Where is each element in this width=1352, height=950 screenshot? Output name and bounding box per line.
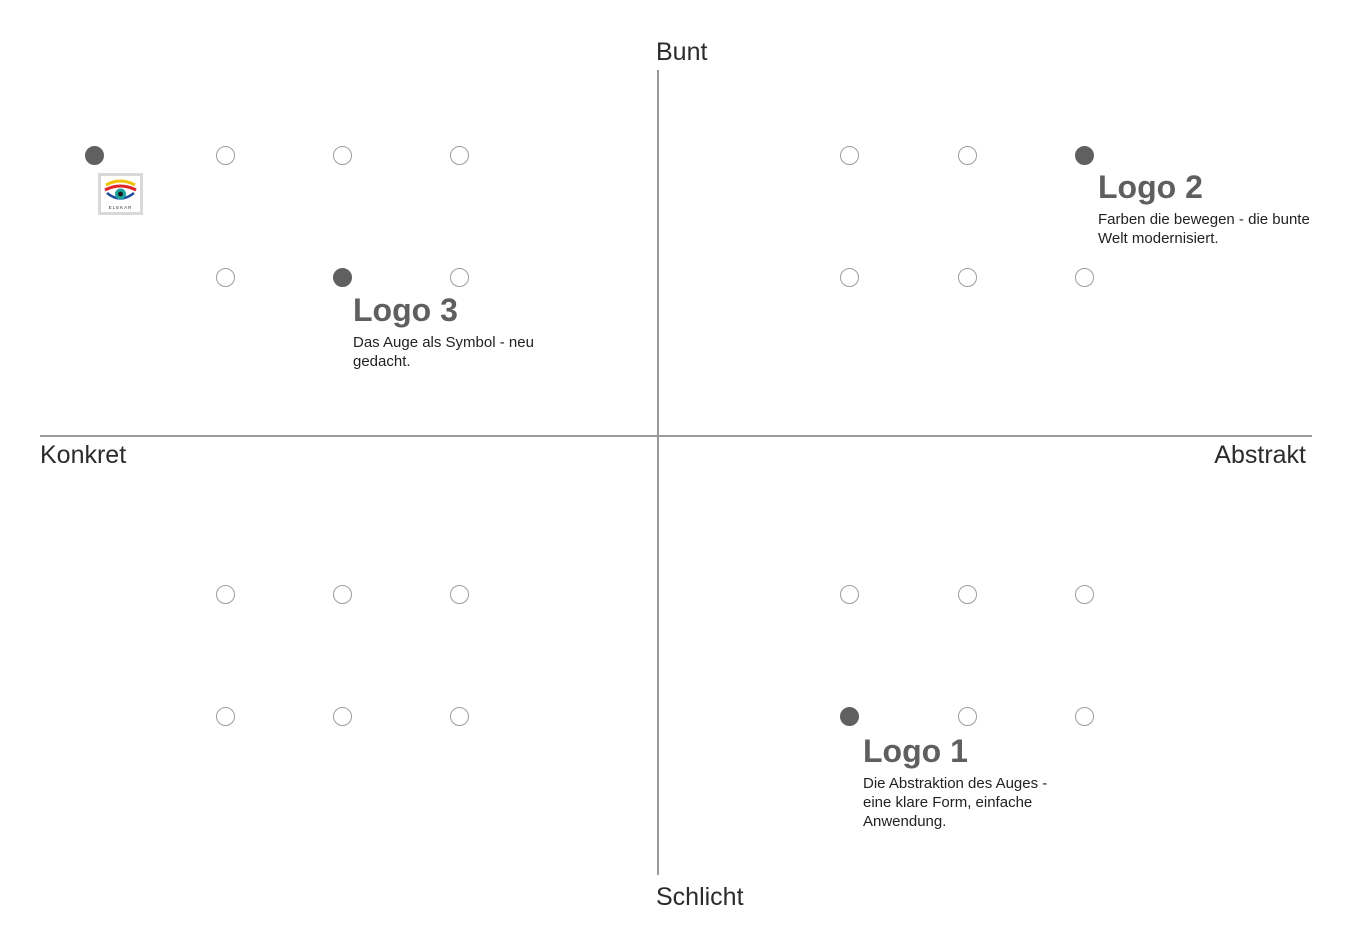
grid-dot [957, 706, 977, 726]
horizontal-axis [40, 435, 1312, 437]
grid-dot [1074, 706, 1094, 726]
grid-dot [1074, 584, 1094, 604]
grid-dot [215, 706, 235, 726]
axis-label-bottom: Schlicht [656, 883, 744, 911]
logo-1-title: Logo 1 [863, 733, 968, 769]
logo-caption: ELEKAR [109, 205, 133, 210]
grid-dot [957, 145, 977, 165]
logo-2-marker [1074, 145, 1094, 165]
axis-label-right: Abstrakt [1214, 441, 1306, 469]
grid-dot [215, 145, 235, 165]
logo-2-block: Logo 2 Farben die bewegen - die bunte We… [1098, 171, 1313, 248]
grid-dot [839, 145, 859, 165]
current-logo-marker [84, 145, 104, 165]
current-logo-thumbnail: ELEKAR [98, 173, 143, 215]
grid-dot [957, 584, 977, 604]
logo-3-description: Das Auge als Symbol - neu gedacht. [353, 334, 534, 370]
logo-3-block: Logo 3 Das Auge als Symbol - neu gedacht… [353, 294, 568, 371]
grid-dot [332, 145, 352, 165]
grid-dot [839, 267, 859, 287]
grid-dot [332, 706, 352, 726]
grid-dot [1074, 267, 1094, 287]
logo-1-description: Die Abstraktion des Auges - eine klare F… [863, 775, 1048, 830]
logo-2-title: Logo 2 [1098, 169, 1203, 205]
grid-dot [215, 584, 235, 604]
grid-dot [839, 584, 859, 604]
grid-dot [449, 267, 469, 287]
vertical-axis [657, 70, 659, 875]
logo-1-marker [839, 706, 859, 726]
grid-dot [957, 267, 977, 287]
eye-logo-icon: ELEKAR [101, 176, 140, 212]
grid-dot [449, 145, 469, 165]
logo-3-title: Logo 3 [353, 292, 458, 328]
grid-dot [215, 267, 235, 287]
axis-label-top: Bunt [656, 38, 708, 66]
grid-dot [332, 584, 352, 604]
logo-1-block: Logo 1 Die Abstraktion des Auges - eine … [863, 735, 1078, 831]
grid-dot [449, 584, 469, 604]
logo-3-marker [332, 267, 352, 287]
logo-2-description: Farben die bewegen - die bunte Welt mode… [1098, 211, 1310, 247]
grid-dot [449, 706, 469, 726]
axis-label-left: Konkret [40, 441, 127, 469]
